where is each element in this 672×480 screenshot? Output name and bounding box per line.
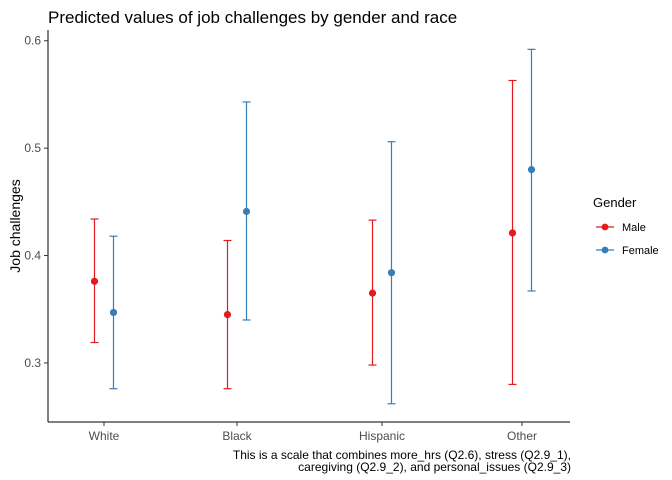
legend-title: Gender <box>593 195 637 210</box>
errorbar-male-black <box>223 239 232 390</box>
y-tick-label: 0.3 <box>24 356 41 370</box>
errorbar-female-other <box>527 48 536 292</box>
errorbar-male-hispanic <box>368 219 377 366</box>
x-tick-label: White <box>89 429 120 443</box>
errorbar-female-white <box>109 235 118 390</box>
point-female <box>242 207 251 216</box>
caption-line-2: caregiving (Q2.9_2), and personal_issues… <box>298 460 571 474</box>
y-tick-label: 0.6 <box>24 34 41 48</box>
point-female <box>527 166 536 174</box>
chart-caption: This is a scale that combines more_hrs (… <box>233 448 571 474</box>
legend-key-point <box>601 246 609 254</box>
point-male <box>90 277 99 285</box>
x-tick-label: Black <box>222 429 252 443</box>
errorbar-male-other <box>508 79 517 386</box>
point-male <box>368 289 377 297</box>
legend-label: Male <box>622 222 646 234</box>
legend-item-male: Male <box>596 222 646 234</box>
errorbar-female-hispanic <box>387 141 396 405</box>
point-female <box>387 269 396 277</box>
point-male <box>223 311 232 319</box>
x-tick-label: Hispanic <box>359 429 405 443</box>
y-axis-title: Job challenges <box>7 179 23 272</box>
y-tick-label: 0.4 <box>24 249 41 263</box>
caption-line-1: This is a scale that combines more_hrs (… <box>233 448 571 462</box>
y-tick-label: 0.5 <box>24 141 41 155</box>
chart-title: Predicted values of job challenges by ge… <box>48 8 457 27</box>
errorbar-male-white <box>90 218 99 344</box>
data-marks <box>90 48 536 405</box>
x-ticks: White Black Hispanic Other <box>89 422 537 443</box>
y-ticks: 0.3 0.4 0.5 0.6 <box>24 34 48 370</box>
legend-item-female: Female <box>596 245 659 257</box>
x-tick-label: Other <box>507 429 537 443</box>
errorbar-female-black <box>242 101 251 321</box>
legend: Gender Male Female <box>593 195 659 257</box>
point-female <box>109 308 118 317</box>
plot-area: 0.3 0.4 0.5 0.6 White Black Hispanic Other <box>24 30 570 443</box>
legend-key-point <box>601 223 609 231</box>
point-male <box>508 229 517 237</box>
legend-label: Female <box>622 245 659 257</box>
